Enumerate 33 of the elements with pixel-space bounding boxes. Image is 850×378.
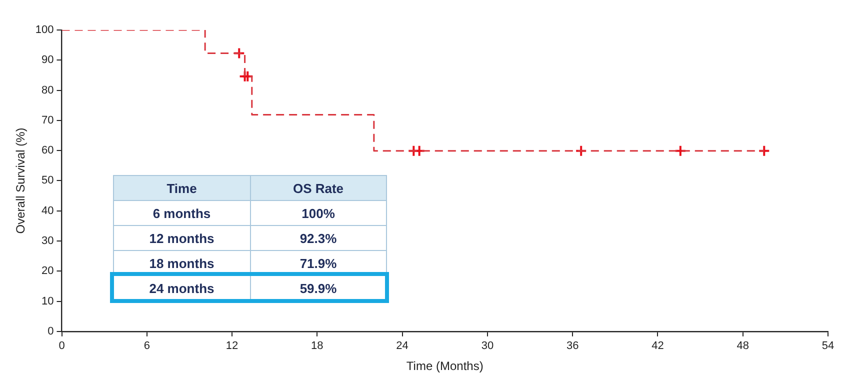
annotation: 100% [250,200,386,226]
x-tick-label: 30 [481,340,494,352]
annotation: 92.3% [250,226,386,250]
y-tick-label: 10 [42,295,54,308]
y-tick-label: 100 [35,24,54,36]
y-tick-label: 40 [42,204,54,217]
annotation: 18 months [114,250,250,276]
x-axis-title: Time (Months) [406,359,484,374]
annotation: Time [114,176,250,200]
annotation: 24 months [114,276,250,300]
y-tick-label: 30 [42,235,54,248]
x-tick-label: 42 [652,340,664,352]
x-tick-label: 54 [822,340,834,352]
annotation: 12 months [114,226,250,250]
x-tick-label: 12 [226,340,238,352]
x-tick-label: 24 [396,340,408,352]
x-tick-label: 6 [144,340,150,352]
annotation: 59.9% [250,276,386,300]
annotation: 71.9% [250,250,386,276]
x-tick-label: 0 [58,340,65,352]
y-tick-label: 80 [42,84,54,96]
annotation: 6 months [114,200,250,226]
x-tick-label: 18 [311,340,324,352]
y-tick-label: 20 [42,265,54,278]
y-tick-label: 50 [42,174,54,187]
annotation: OS Rate [250,176,386,200]
y-axis-title: Overall Survival (%) [14,128,28,234]
x-tick-label: 48 [736,340,749,352]
y-tick-label: 90 [42,54,54,66]
y-tick-label: 60 [42,144,54,157]
y-tick-label: 70 [42,114,54,126]
x-tick-label: 36 [566,340,579,352]
y-tick-label: 0 [48,325,54,338]
